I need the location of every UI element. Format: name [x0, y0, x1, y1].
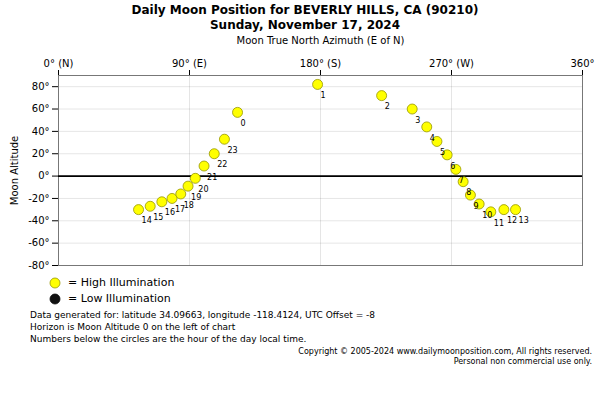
svg-text:16: 16 — [165, 208, 175, 217]
svg-text:90° (E): 90° (E) — [172, 58, 207, 69]
html-text:Copyright © 2005-2024 www.dail: Copyright © 2005-2024 www.dailymoonposit… — [298, 347, 592, 356]
svg-text:17: 17 — [175, 205, 186, 215]
html-text:Horizon is Moon Altitude 0 on: Horizon is Moon Altitude 0 on the left o… — [30, 322, 236, 332]
svg-text:1: 1 — [321, 91, 326, 100]
html-text:Numbers below the circles are: Numbers below the circles are the hour o… — [30, 334, 307, 344]
svg-text:180° (S): 180° (S) — [300, 58, 342, 69]
svg-text:-60°: -60° — [28, 237, 49, 248]
svg-text:7: 7 — [459, 176, 464, 185]
html-text:Data generated for: latitude 3: Data generated for: latitude 34.09663, l… — [30, 310, 375, 320]
svg-text:Moon True North Azimuth (E of: Moon True North Azimuth (E of N) — [237, 35, 405, 46]
svg-text:20: 20 — [198, 185, 208, 194]
html-text:Sunday, November 17, 2024: Sunday, November 17, 2024 — [210, 18, 400, 32]
html-text:Personal non commercial use on: Personal non commercial use only. — [453, 357, 592, 366]
svg-text:2: 2 — [385, 102, 390, 111]
svg-text:23: 23 — [227, 146, 237, 155]
svg-text:-20°: -20° — [28, 193, 49, 204]
svg-text:0° (N): 0° (N) — [44, 58, 74, 69]
svg-text:6: 6 — [450, 162, 455, 171]
svg-text:360°: 360° — [570, 58, 594, 69]
svg-text:13: 13 — [519, 216, 529, 225]
html-text:Daily Moon Position for BEVERL: Daily Moon Position for BEVERLY HILLS, C… — [131, 3, 479, 17]
svg-text:5: 5 — [440, 148, 445, 157]
svg-text:14: 14 — [142, 216, 152, 225]
svg-text:22: 22 — [217, 160, 227, 169]
svg-text:15: 15 — [153, 213, 163, 222]
html-text:= High Illumination: = High Illumination — [68, 276, 175, 289]
svg-text:0: 0 — [241, 119, 246, 128]
svg-text:19: 19 — [191, 193, 201, 202]
svg-text:12: 12 — [507, 216, 517, 225]
html-text:= Low Illumination: = Low Illumination — [68, 292, 171, 305]
svg-text:Moon Altitude: Moon Altitude — [9, 136, 20, 205]
svg-text:3: 3 — [415, 116, 420, 125]
svg-text:9: 9 — [473, 202, 478, 211]
svg-text:21: 21 — [207, 173, 217, 182]
svg-text:270° (W): 270° (W) — [429, 58, 474, 69]
svg-text:4: 4 — [430, 134, 435, 143]
svg-text:-40°: -40° — [28, 215, 49, 226]
svg-text:60°: 60° — [32, 103, 50, 114]
svg-text:20°: 20° — [32, 148, 50, 159]
svg-text:8: 8 — [466, 188, 471, 197]
svg-text:80°: 80° — [32, 81, 50, 92]
svg-text:11: 11 — [494, 219, 504, 228]
svg-text:10: 10 — [482, 211, 492, 220]
svg-text:40°: 40° — [32, 126, 50, 137]
svg-text:-80°: -80° — [28, 260, 49, 271]
svg-text:0°: 0° — [38, 170, 49, 181]
svg-text:18: 18 — [184, 201, 194, 210]
